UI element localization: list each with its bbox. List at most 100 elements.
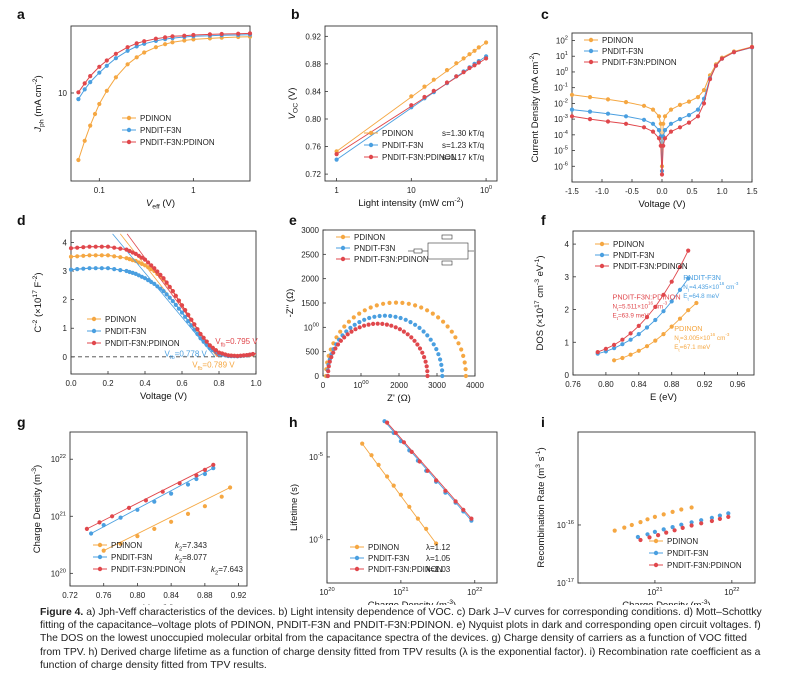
data-point <box>419 305 424 310</box>
data-point <box>179 310 185 315</box>
legend-label: PNDIT-F3N <box>368 554 410 563</box>
data-point <box>412 338 417 343</box>
y-tick-label: 0.72 <box>305 170 321 179</box>
x-tick-label: 0.2 <box>102 379 114 388</box>
data-point <box>408 320 413 325</box>
legend-swatch-marker <box>653 550 659 556</box>
y-tick-label: 10-5 <box>309 452 323 462</box>
y-tick-label: 0.88 <box>305 60 321 69</box>
data-point <box>368 305 373 310</box>
data-point <box>425 369 430 374</box>
data-point <box>155 284 160 289</box>
data-point <box>167 295 172 300</box>
data-point <box>686 120 692 125</box>
data-point <box>431 77 436 82</box>
data-point <box>155 269 160 274</box>
data-point <box>428 337 433 342</box>
y-tick-label: 1500 <box>301 299 319 308</box>
dos-fit-annotation: Et=67.1 meV <box>674 344 711 353</box>
data-point <box>454 74 459 79</box>
data-point <box>177 481 182 486</box>
data-point <box>669 299 674 304</box>
data-point <box>142 50 147 55</box>
data-point <box>338 338 343 343</box>
legend-label: PDINON <box>354 233 385 242</box>
axes-frame <box>322 229 476 377</box>
data-point <box>652 514 658 520</box>
data-point <box>605 111 611 116</box>
data-point <box>719 56 725 61</box>
y-tick-label: 101 <box>556 51 568 61</box>
legend-swatch-marker <box>91 328 97 334</box>
x-tick-label: 1.5 <box>746 187 758 196</box>
data-point <box>191 32 196 38</box>
y-axis-label: Recombination Rate (m3 s-1) <box>535 447 547 567</box>
legend-label: PNDIT-F3N:PDINON <box>105 339 180 348</box>
data-point <box>417 346 423 351</box>
x-tick-label: 0.0 <box>656 187 668 196</box>
vfb-annotation: Vfb=0.778 V <box>165 349 208 361</box>
fit-line <box>112 233 216 358</box>
data-point <box>250 351 255 357</box>
data-point <box>434 347 439 352</box>
data-point <box>213 348 218 353</box>
data-point <box>76 90 81 95</box>
parallel-block <box>427 242 469 260</box>
x-tick-label: 1.0 <box>250 379 262 388</box>
data-point <box>415 342 420 347</box>
data-point <box>170 40 175 45</box>
legend-fit-value: k2=8.077 <box>175 553 207 565</box>
data-point <box>113 75 118 80</box>
legend-label: PNDIT-F3N:PDINON <box>354 255 429 264</box>
data-point <box>441 319 446 324</box>
panel-letter-b: b <box>291 6 300 22</box>
data-point <box>661 332 666 337</box>
legend-label: PNDIT-F3N <box>602 47 644 56</box>
data-point <box>219 494 224 499</box>
panel-letter-a: a <box>17 6 25 22</box>
panel-h: h 1020 1021 1022 10-6 10-5 Charge Density (m-3… <box>289 414 498 605</box>
legend-label: PNDIT-F3N:PDINON <box>111 565 186 574</box>
y-tick-label: 1021 <box>51 511 66 521</box>
legend-item: PNDIT-F3N <box>122 126 182 135</box>
data-point <box>101 523 106 528</box>
data-point <box>160 489 165 494</box>
data-point <box>670 525 675 530</box>
x-tick-label: 0.88 <box>664 380 680 389</box>
legend-label: PNDIT-F3N <box>382 141 424 150</box>
legend-fit-value: k2=7.343 <box>175 541 207 553</box>
data-point <box>431 88 436 93</box>
data-point <box>409 103 414 108</box>
legend-swatch-marker <box>126 139 132 145</box>
data-point <box>194 476 199 482</box>
data-point <box>645 517 650 522</box>
data-point <box>644 315 650 320</box>
legend-swatch-marker <box>97 542 103 548</box>
data-point <box>650 107 656 112</box>
data-point <box>385 474 390 479</box>
data-point <box>407 504 412 509</box>
legend-swatch-marker <box>599 241 605 247</box>
data-point <box>161 276 166 281</box>
data-point <box>656 533 661 538</box>
data-point <box>440 368 445 373</box>
data-point <box>661 512 666 517</box>
panel-letter-h: h <box>289 414 298 430</box>
data-point <box>422 355 427 360</box>
data-point <box>423 359 428 364</box>
data-point <box>413 322 418 327</box>
y-tick-label: 10-4 <box>554 130 569 140</box>
y-axis-label: Charge Density (m-3) <box>31 465 43 553</box>
x-axis-label: Voltage (V) <box>140 391 187 402</box>
data-point <box>431 342 436 347</box>
data-point <box>185 511 191 516</box>
data-point <box>415 516 420 521</box>
data-point <box>628 337 633 342</box>
data-point <box>97 70 102 75</box>
y-axis-label: Jph (mA cm-2) <box>32 75 46 132</box>
legend-swatch-marker <box>588 37 594 43</box>
data-point <box>461 56 466 61</box>
y-axis-label: VOC (V) <box>287 88 300 120</box>
data-point <box>422 84 427 89</box>
data-point <box>135 507 140 512</box>
